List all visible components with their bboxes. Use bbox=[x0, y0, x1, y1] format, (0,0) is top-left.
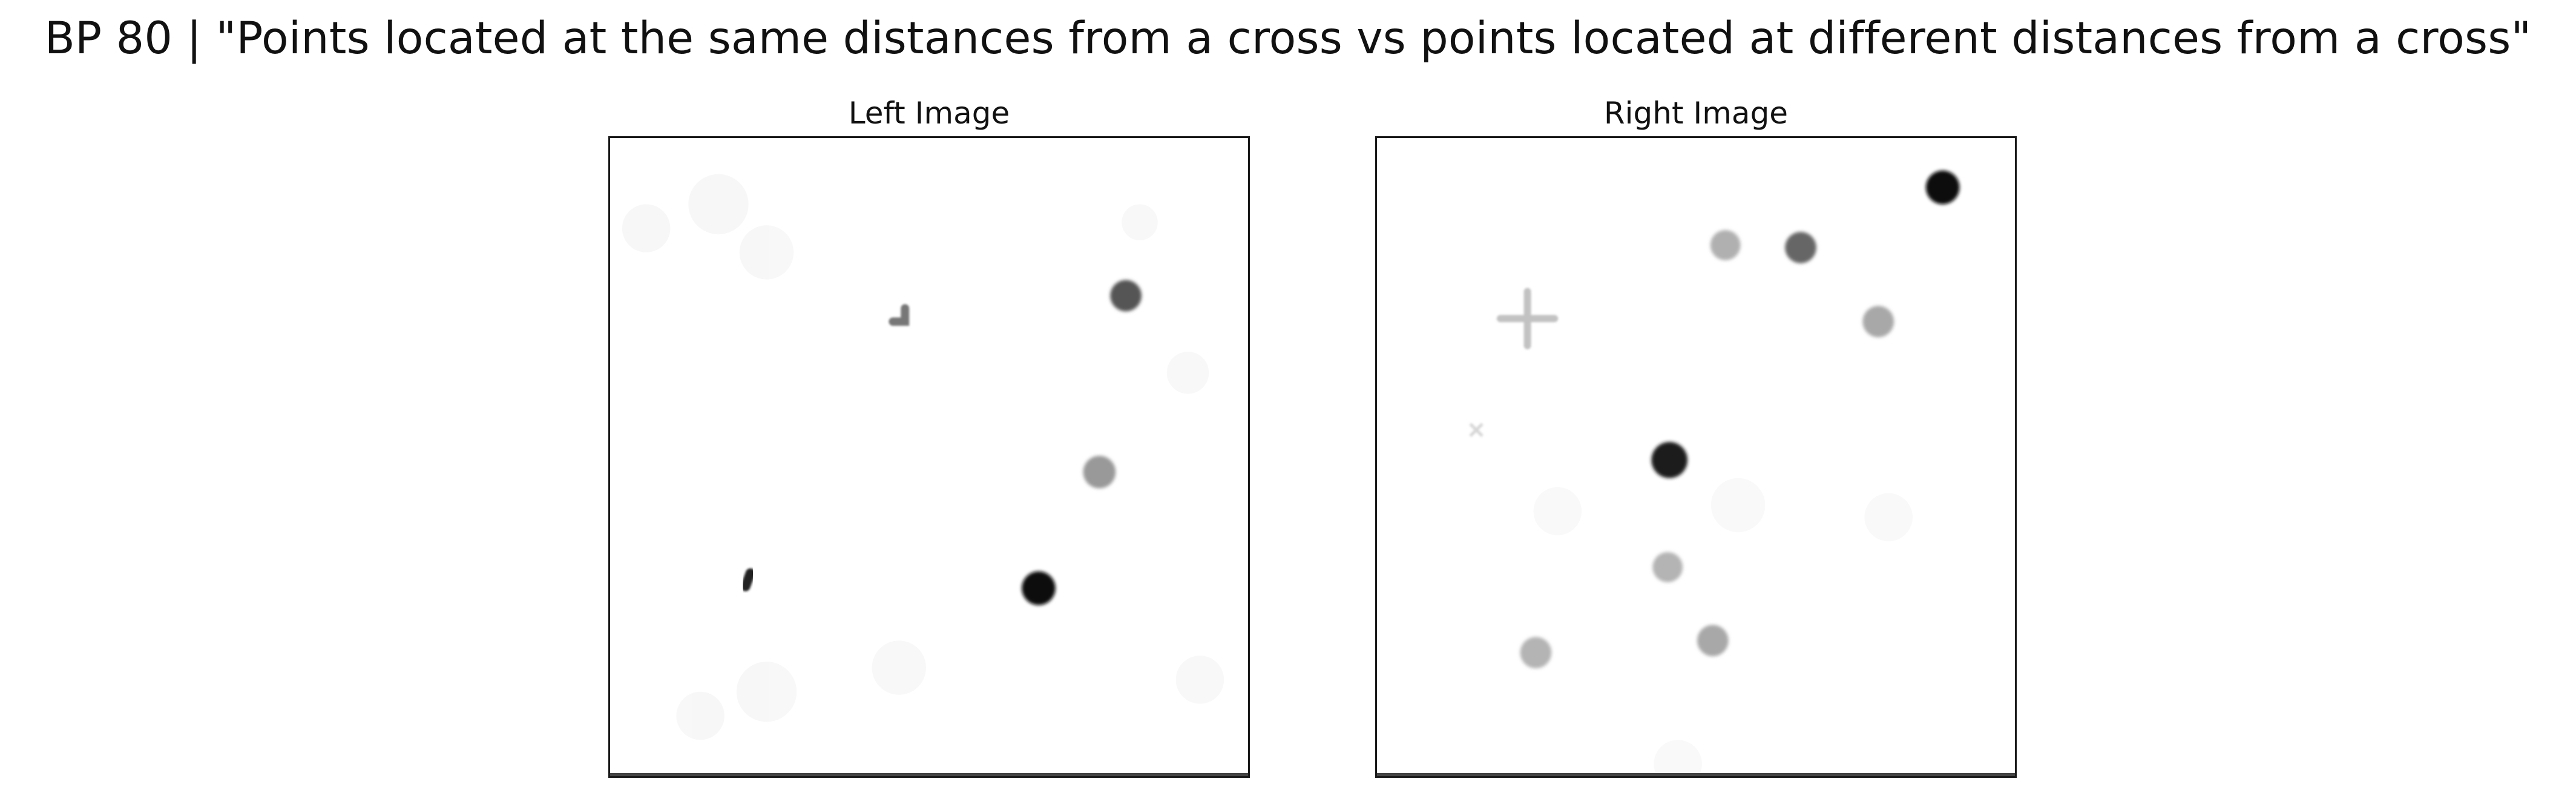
left-point-3 bbox=[1022, 571, 1056, 605]
right-point-1 bbox=[1925, 170, 1960, 205]
left-small-bar bbox=[740, 568, 755, 591]
right-bottom-edge bbox=[1377, 773, 2015, 776]
right-small-x-mark bbox=[1469, 423, 1484, 437]
figure-title: BP 80 | "Points located at the same dist… bbox=[44, 13, 2532, 64]
right-faint-noise bbox=[1533, 478, 1913, 776]
right-cross-icon bbox=[1496, 288, 1559, 350]
right-point-8 bbox=[1520, 637, 1552, 669]
left-point-1 bbox=[1110, 280, 1142, 312]
left-bottom-edge bbox=[610, 773, 1248, 776]
left-image-panel bbox=[608, 136, 1250, 778]
right-point-7 bbox=[1697, 625, 1729, 657]
left-image-canvas bbox=[622, 174, 1224, 740]
left-image-title: Left Image bbox=[848, 96, 1010, 131]
right-point-5 bbox=[1651, 442, 1688, 478]
right-point-3 bbox=[1785, 232, 1816, 263]
right-image-canvas bbox=[1469, 170, 1960, 776]
right-point-2 bbox=[1710, 230, 1741, 260]
right-image-title: Right Image bbox=[1603, 96, 1789, 131]
left-faint-noise bbox=[622, 174, 1224, 740]
left-bent-mark bbox=[889, 304, 910, 326]
left-point-2 bbox=[1083, 456, 1116, 488]
right-point-4 bbox=[1862, 306, 1894, 338]
right-image-panel bbox=[1375, 136, 2017, 778]
right-point-6 bbox=[1652, 552, 1683, 582]
